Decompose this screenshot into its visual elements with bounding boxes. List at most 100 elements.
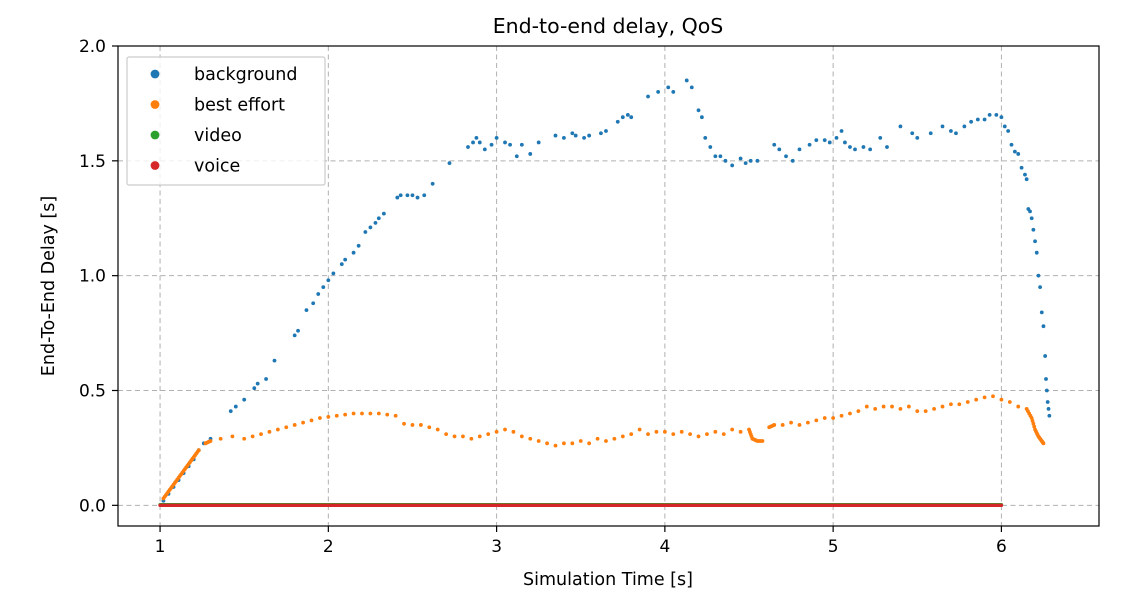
data-point <box>599 131 603 136</box>
data-point <box>195 450 200 454</box>
data-point <box>1030 419 1035 423</box>
data-point <box>784 154 788 159</box>
x-tick-label: 5 <box>828 537 839 557</box>
data-point <box>494 135 499 140</box>
data-point <box>718 154 723 159</box>
data-point <box>570 441 575 446</box>
data-point <box>612 436 617 441</box>
data-point <box>738 429 743 434</box>
data-point <box>228 409 233 414</box>
data-point <box>373 220 378 225</box>
data-point <box>474 135 479 140</box>
data-point <box>185 463 190 468</box>
data-point <box>620 434 625 439</box>
data-point <box>477 434 482 439</box>
data-point <box>296 328 300 333</box>
data-point <box>376 411 381 416</box>
data-point <box>316 292 321 296</box>
data-point <box>595 436 600 441</box>
data-point <box>843 140 847 145</box>
data-point <box>165 491 170 496</box>
x-tick-label: 3 <box>491 537 502 557</box>
data-point <box>805 420 810 425</box>
x-axis-label: Simulation Time [s] <box>523 570 693 590</box>
data-point <box>331 271 336 276</box>
data-point <box>994 112 999 117</box>
data-point <box>671 432 676 437</box>
data-point <box>587 133 592 138</box>
data-point <box>466 145 470 149</box>
data-point <box>696 108 701 113</box>
data-point <box>790 158 795 163</box>
data-point <box>759 439 764 443</box>
data-point <box>864 404 869 409</box>
data-point <box>461 434 465 439</box>
data-point <box>418 423 423 427</box>
legend: background best effort video voice <box>126 56 326 186</box>
data-point <box>684 78 689 83</box>
data-point <box>688 432 693 437</box>
data-point <box>415 195 420 200</box>
data-point <box>730 427 735 432</box>
data-point <box>272 358 277 363</box>
y-axis-label: End-To-End Delay [s] <box>39 196 59 376</box>
data-points <box>158 78 1052 508</box>
legend-label: best effort <box>194 96 285 116</box>
data-point <box>1028 413 1033 418</box>
data-point <box>1045 400 1050 404</box>
data-point <box>629 432 634 437</box>
data-point <box>689 85 694 90</box>
data-point <box>508 142 512 147</box>
data-point <box>814 418 819 423</box>
data-point <box>906 404 911 409</box>
chart-title: End-to-end delay, QoS <box>493 14 724 38</box>
data-point <box>748 158 753 163</box>
data-point <box>402 421 406 426</box>
data-point <box>1047 413 1052 418</box>
data-point <box>292 333 297 338</box>
data-point <box>304 308 309 313</box>
data-point <box>713 429 718 434</box>
data-point <box>957 402 962 407</box>
data-point <box>578 439 583 443</box>
data-point <box>175 477 180 482</box>
data-point <box>738 156 743 161</box>
data-point <box>982 395 987 400</box>
data-point <box>898 124 903 129</box>
data-point <box>713 154 718 159</box>
data-point <box>528 152 533 156</box>
data-point <box>1044 377 1048 381</box>
data-point <box>447 161 452 166</box>
data-point <box>562 441 566 446</box>
data-point <box>255 381 260 386</box>
data-point <box>1036 273 1041 278</box>
data-point <box>351 411 356 416</box>
legend-label: background <box>194 65 298 85</box>
data-point <box>1033 239 1037 244</box>
data-point <box>536 140 541 145</box>
data-point <box>275 427 280 432</box>
data-point <box>629 115 634 120</box>
data-point <box>974 397 979 402</box>
data-point <box>427 425 432 430</box>
data-point <box>343 412 348 417</box>
data-point <box>519 434 524 439</box>
data-point <box>1046 406 1051 411</box>
data-point <box>339 262 344 267</box>
data-point <box>721 432 726 437</box>
data-point <box>822 138 827 143</box>
data-point <box>233 404 238 409</box>
data-point <box>292 423 297 427</box>
data-point <box>180 470 185 475</box>
data-point <box>1007 400 1012 404</box>
data-point <box>405 193 410 198</box>
data-point <box>553 133 558 138</box>
data-point <box>885 145 889 149</box>
data-point <box>814 138 819 143</box>
data-point <box>834 135 839 140</box>
data-point <box>1012 149 1017 154</box>
data-point <box>932 406 936 411</box>
data-point <box>910 131 915 136</box>
data-point <box>637 427 642 432</box>
